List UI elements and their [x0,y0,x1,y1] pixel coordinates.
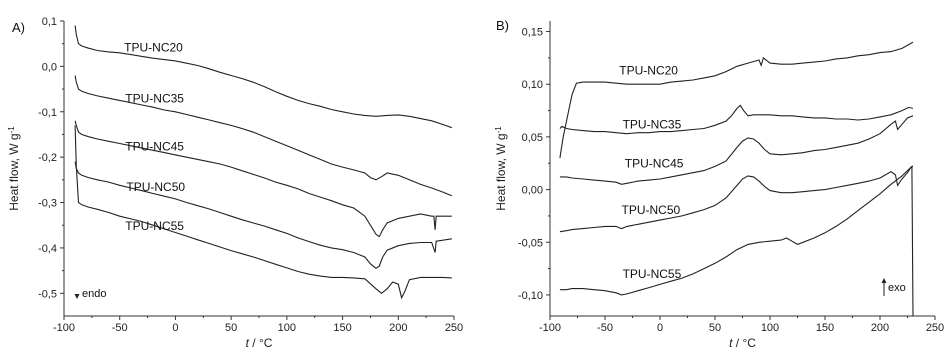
series-label: TPU-NC55 [125,219,184,233]
series-line-tpu-nc35 [559,104,914,135]
x-tick-label: 200 [389,322,407,334]
series-label: TPU-NC50 [126,180,185,194]
y-axis-title: Heat flow, W g-1 [7,126,22,211]
x-tick-label: 200 [871,322,889,334]
y-tick-label: 0,1 [42,16,57,28]
series-line-tpu-nc35 [74,75,453,197]
x-tick-label: 250 [926,322,944,334]
x-tick-label: 150 [333,322,351,334]
series-line-tpu-nc20 [559,41,914,159]
x-tick-label: -50 [597,322,613,334]
x-tick-label: 0 [657,322,663,334]
x-tick-label: 50 [225,322,237,334]
x-tick-label: 250 [445,322,463,334]
x-axis-title: t / °C [246,336,273,350]
y-tick-label: -0,10 [518,290,543,302]
series-line-tpu-nc45 [74,120,452,238]
x-tick-label: 100 [761,322,779,334]
series-line-tpu-nc45 [559,115,914,185]
series-label: TPU-NC50 [622,203,681,217]
series-label: TPU-NC55 [623,267,682,281]
series-line-tpu-nc55 [559,165,914,317]
y-tick-label: -0,05 [518,237,543,249]
y-tick-label: -0,3 [38,198,57,210]
annotation-label: exo [888,282,906,294]
x-tick-label: 0 [172,322,178,334]
series-line-tpu-nc50 [559,165,914,233]
endo-arrow-icon [74,294,80,299]
x-tick-label: -100 [53,322,75,334]
series-label: TPU-NC20 [619,64,678,78]
series-line-tpu-nc50 [74,161,452,269]
y-tick-label: 0,0 [42,61,57,73]
y-tick-label: -0,4 [38,243,57,255]
series-label: TPU-NC35 [125,92,184,106]
panel-label: A) [12,20,25,35]
series-label: TPU-NC45 [125,139,184,153]
panel-b: -100 -50 0 50 100 150 200 250 -0,10 -0,05 0,00 0,05… [494,18,945,350]
panel-label: B) [496,18,509,33]
y-tick-label: -0,2 [38,152,57,164]
y-tick-label: 0,05 [522,132,543,144]
series-label: TPU-NC20 [124,40,183,54]
y-tick-label: 0,10 [522,79,543,91]
y-tick-label: -0,5 [38,288,57,300]
series-label: TPU-NC45 [625,156,684,170]
y-tick-label: -0,1 [38,107,57,119]
y-tick-label: 0,15 [522,27,543,39]
series-line-tpu-nc20 [74,25,452,129]
annotation-label: endo [82,288,106,300]
x-tick-label: 50 [709,322,721,334]
x-tick-label: 150 [816,322,834,334]
series-line-tpu-nc55 [74,125,452,300]
x-tick-label: 100 [278,322,296,334]
series-label: TPU-NC35 [623,117,682,131]
panel-a: -100 -50 0 50 100 150 200 250 -0,5 -0,4 -0,3 -0,2 -0… [7,16,464,350]
y-tick-label: 0,00 [522,185,543,197]
y-axis-title: Heat flow, W g-1 [494,126,509,211]
x-axis-title: t / °C [729,336,756,350]
exo-arrow-icon [881,278,887,283]
x-tick-label: -100 [539,322,561,334]
x-tick-label: -50 [112,322,128,334]
